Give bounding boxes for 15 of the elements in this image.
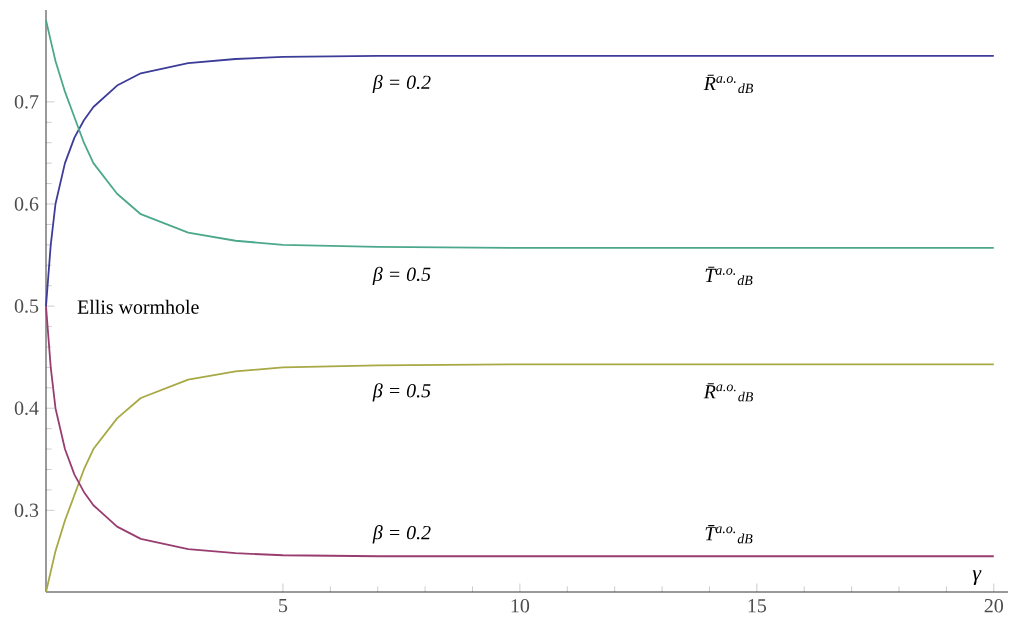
annotation: β = 0.5 [372, 266, 431, 286]
y-tick-label: 0.6 [14, 197, 39, 211]
y-tick-label: 0.4 [14, 401, 39, 415]
y-tick-label: 0.5 [14, 299, 39, 313]
y-tick-label: 0.7 [14, 95, 39, 109]
x-tick-label: 5 [279, 599, 288, 613]
annotation: β = 0.2 [372, 525, 431, 544]
x-tick-label: 20 [984, 599, 1004, 613]
annotation: β = 0.5 [372, 383, 431, 402]
x-tick-label: 10 [511, 599, 530, 613]
y-tick-label: 0.3 [14, 503, 39, 518]
annotation: Ellis wormhole [77, 299, 199, 314]
x-tick-label: 15 [748, 599, 767, 613]
x-axis-title: γ [972, 570, 982, 585]
annotation: β = 0.2 [372, 74, 431, 94]
